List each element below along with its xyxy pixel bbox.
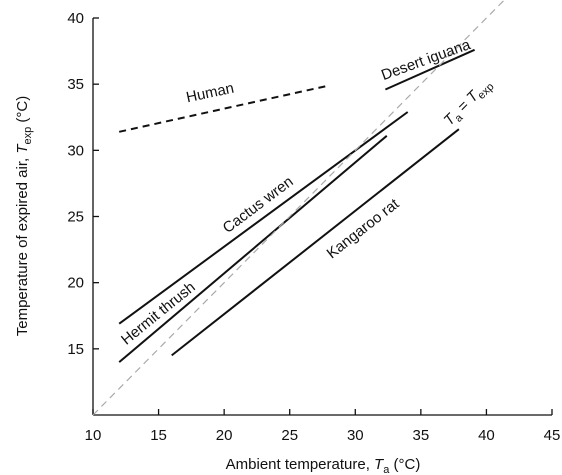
series-label-cactus-wren: Cactus wren [220, 173, 297, 237]
identity-line-label: Ta = Texp [441, 75, 497, 131]
x-tick-label: 30 [347, 427, 364, 444]
x-tick-label: 15 [150, 427, 167, 444]
series-label-human: Human [185, 80, 236, 107]
y-tick-label: 40 [67, 10, 84, 27]
x-tick-label: 10 [85, 427, 102, 444]
series-line-hermit-thrush [118, 135, 388, 363]
series-labels: Human Desert iguana Cactus wren Hermit thru… [118, 36, 473, 349]
y-tick-label: 25 [67, 209, 84, 226]
series-line-t-a-t-exp [92, 0, 506, 416]
series-lines [92, 0, 506, 416]
x-tick-label: 35 [413, 427, 430, 444]
x-tick-label: 25 [281, 427, 298, 444]
y-axis-title: Temperature of expired air, Texp (°C) [14, 96, 34, 337]
x-tick-label: 20 [216, 427, 233, 444]
series-label-hermit-thrush: Hermit thrush [118, 279, 199, 349]
series-line-kangaroo-rat [171, 128, 460, 357]
series-line-cactus-wren [118, 111, 409, 325]
y-tick-label: 20 [67, 275, 84, 292]
x-axis-title: Ambient temperature, Ta (°C) [226, 456, 421, 475]
axis-ticks: 10 15 20 25 30 35 40 45 15 20 25 30 35 40 [67, 10, 560, 444]
y-tick-label: 15 [67, 341, 84, 358]
x-tick-label: 40 [478, 427, 495, 444]
series-line-desert-iguana [384, 48, 476, 91]
y-tick-label: 35 [67, 76, 84, 93]
x-tick-label: 45 [544, 427, 561, 444]
series-label-desert-iguana: Desert iguana [379, 36, 473, 84]
y-tick-label: 30 [67, 142, 84, 159]
